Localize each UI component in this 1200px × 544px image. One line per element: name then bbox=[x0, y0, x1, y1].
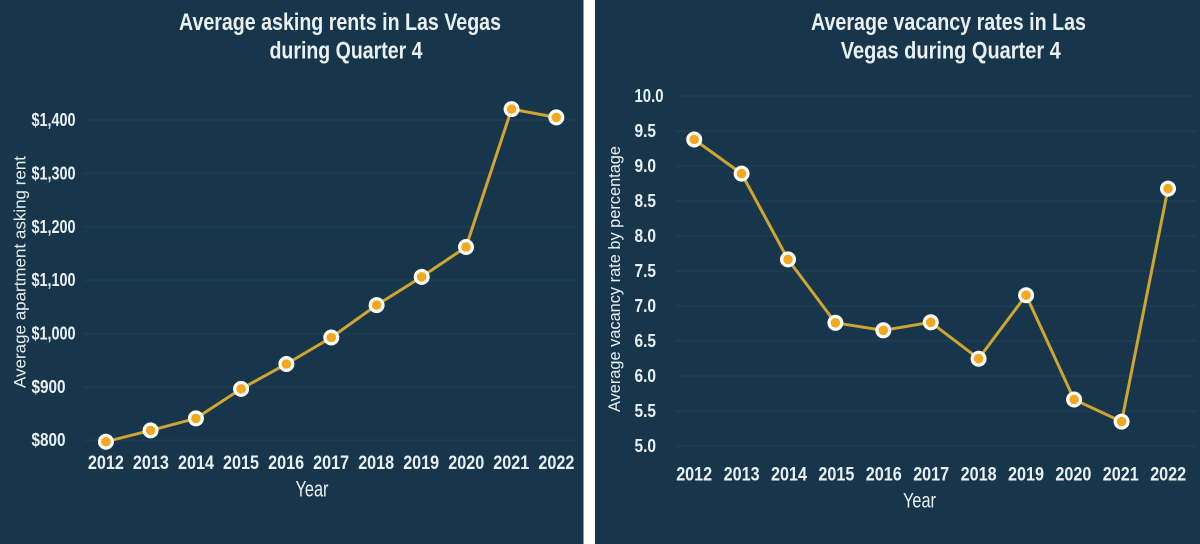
svg-text:2012: 2012 bbox=[676, 465, 712, 486]
svg-text:$1,400: $1,400 bbox=[32, 110, 76, 130]
svg-text:5.5: 5.5 bbox=[635, 401, 657, 421]
svg-text:6.5: 6.5 bbox=[635, 331, 657, 351]
svg-text:2014: 2014 bbox=[771, 465, 807, 486]
svg-text:2016: 2016 bbox=[268, 453, 304, 474]
svg-text:2020: 2020 bbox=[1055, 465, 1091, 486]
svg-text:8.0: 8.0 bbox=[635, 226, 657, 246]
svg-text:2017: 2017 bbox=[913, 465, 949, 486]
svg-text:Average vacancy rate by percen: Average vacancy rate by percentage bbox=[605, 146, 624, 412]
svg-text:$1,200: $1,200 bbox=[32, 217, 76, 237]
svg-text:7.0: 7.0 bbox=[635, 296, 657, 316]
svg-text:2015: 2015 bbox=[223, 453, 259, 474]
svg-text:8.5: 8.5 bbox=[635, 191, 657, 211]
svg-text:7.5: 7.5 bbox=[635, 261, 657, 281]
svg-text:Average apartment asking rent: Average apartment asking rent bbox=[11, 156, 30, 388]
svg-text:Vegas during Quarter 4: Vegas during Quarter 4 bbox=[841, 38, 1062, 65]
svg-text:2022: 2022 bbox=[538, 453, 574, 474]
svg-text:9.0: 9.0 bbox=[635, 156, 657, 176]
svg-text:9.5: 9.5 bbox=[635, 121, 657, 141]
svg-text:2015: 2015 bbox=[818, 465, 854, 486]
svg-text:during Quarter 4: during Quarter 4 bbox=[270, 38, 424, 65]
svg-text:2022: 2022 bbox=[1150, 465, 1186, 486]
svg-text:2014: 2014 bbox=[178, 453, 214, 474]
svg-text:2013: 2013 bbox=[133, 453, 169, 474]
svg-text:2017: 2017 bbox=[313, 453, 349, 474]
svg-text:2021: 2021 bbox=[1103, 465, 1139, 486]
svg-text:2013: 2013 bbox=[724, 465, 760, 486]
svg-text:$800: $800 bbox=[32, 430, 66, 450]
svg-text:Average vacancy rates in Las: Average vacancy rates in Las bbox=[811, 9, 1086, 36]
svg-text:2012: 2012 bbox=[88, 453, 124, 474]
svg-text:$900: $900 bbox=[32, 377, 66, 397]
svg-text:2019: 2019 bbox=[403, 453, 439, 474]
svg-text:$1,100: $1,100 bbox=[32, 270, 76, 290]
svg-text:2016: 2016 bbox=[866, 465, 902, 486]
svg-text:$1,300: $1,300 bbox=[32, 163, 76, 183]
svg-text:$1,000: $1,000 bbox=[32, 324, 76, 344]
svg-text:Year: Year bbox=[296, 477, 329, 502]
svg-text:10.0: 10.0 bbox=[635, 86, 664, 106]
svg-text:2019: 2019 bbox=[1008, 465, 1044, 486]
svg-text:Average asking rents in Las Ve: Average asking rents in Las Vegas bbox=[179, 9, 501, 36]
svg-text:6.0: 6.0 bbox=[635, 366, 657, 386]
svg-text:2020: 2020 bbox=[448, 453, 484, 474]
svg-text:Year: Year bbox=[903, 489, 936, 513]
svg-text:5.0: 5.0 bbox=[635, 436, 657, 456]
svg-text:2018: 2018 bbox=[961, 465, 997, 486]
svg-text:2018: 2018 bbox=[358, 453, 394, 474]
svg-text:2021: 2021 bbox=[493, 453, 529, 474]
